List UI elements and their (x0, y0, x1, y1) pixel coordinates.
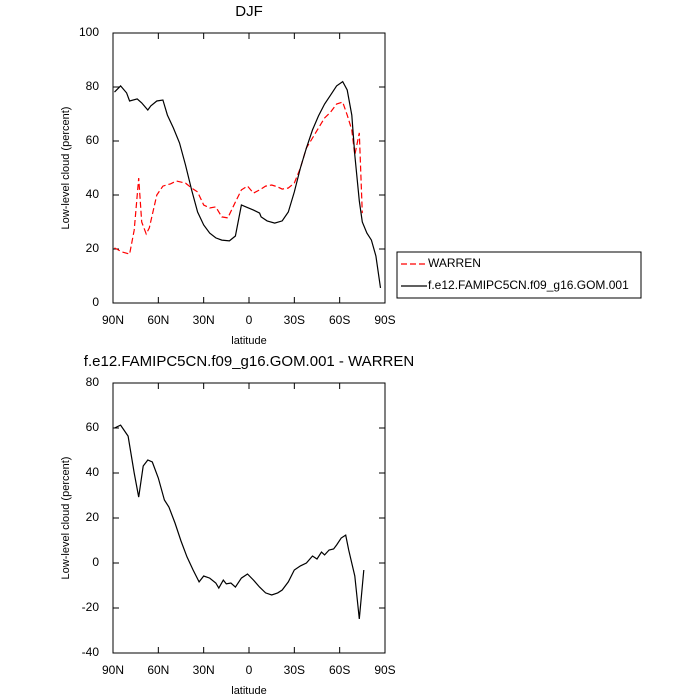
y-axis-label: Low-level cloud (percent) (60, 107, 72, 230)
x-tick-label: 90N (102, 663, 124, 677)
x-tick-label: 60S (329, 663, 350, 677)
y-tick-label: 80 (86, 79, 100, 93)
x-tick-label: 60S (329, 313, 350, 327)
plot-frame (112, 32, 386, 304)
y-tick-label: 20 (86, 510, 100, 524)
x-tick-label: 0 (246, 313, 253, 327)
y-tick-label: -40 (82, 645, 100, 659)
chart-title: f.e12.FAMIPC5CN.f09_g16.GOM.001 - WARREN (84, 353, 414, 370)
x-tick-label: 30S (284, 663, 305, 677)
y-tick-label: 60 (86, 133, 100, 147)
y-axis-label: Low-level cloud (percent) (60, 457, 72, 580)
chart-title: DJF (235, 3, 263, 20)
x-tick-label: 30N (193, 313, 215, 327)
x-tick-label: 30S (284, 313, 305, 327)
y-tick-label: 0 (92, 555, 99, 569)
x-tick-label: 60N (147, 663, 169, 677)
x-axis-label: latitude (231, 335, 266, 347)
x-tick-label: 90S (374, 313, 395, 327)
x-axis-label: latitude (231, 685, 266, 697)
x-tick-label: 90S (374, 663, 395, 677)
data-line (114, 424, 365, 620)
x-tick-label: 0 (246, 663, 253, 677)
x-tick-label: 30N (193, 663, 215, 677)
y-tick-label: 20 (86, 241, 100, 255)
y-tick-label: 80 (86, 375, 100, 389)
y-tick-label: 60 (86, 420, 100, 434)
data-line (114, 80, 382, 288)
x-tick-label: 60N (147, 313, 169, 327)
y-tick-label: 100 (79, 25, 99, 39)
x-tick-label: 90N (102, 313, 124, 327)
y-tick-label: -20 (82, 600, 100, 614)
data-line (114, 101, 363, 255)
legend-box (396, 251, 642, 299)
y-tick-label: 40 (86, 465, 100, 479)
y-tick-label: 40 (86, 187, 100, 201)
plot-frame (112, 382, 386, 654)
legend-label: WARREN (428, 256, 481, 270)
y-tick-label: 0 (92, 295, 99, 309)
legend-label: f.e12.FAMIPC5CN.f09_g16.GOM.001 (428, 278, 629, 292)
